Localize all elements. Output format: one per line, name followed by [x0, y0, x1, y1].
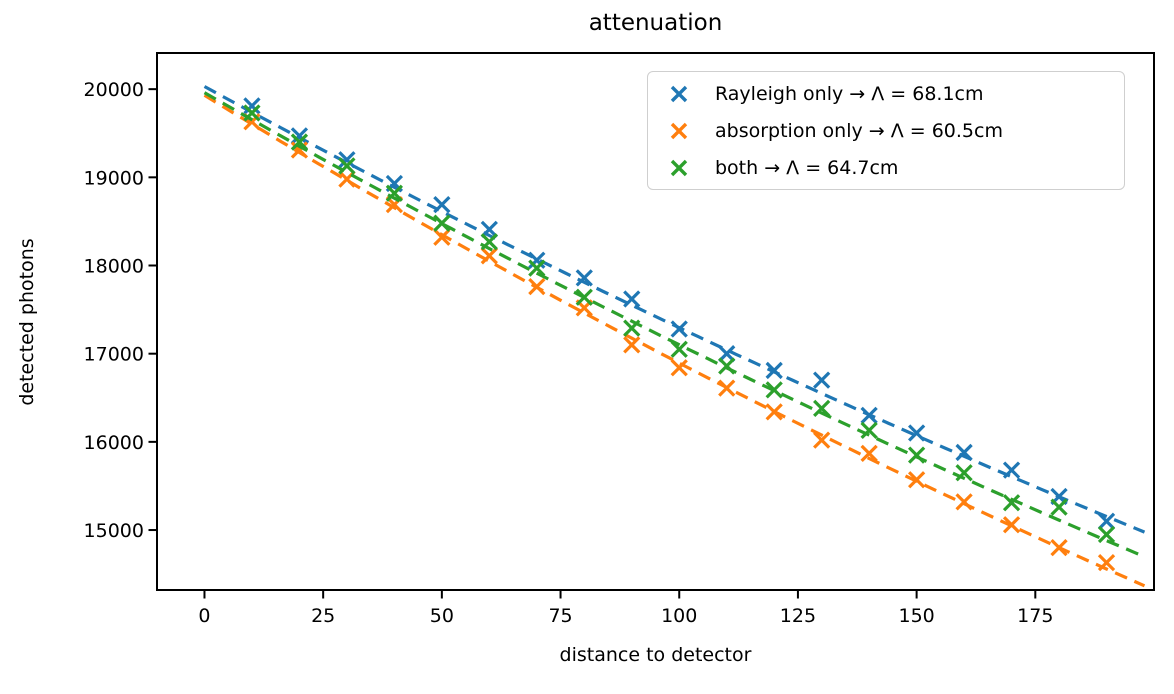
- x-marker-icon: [670, 122, 688, 139]
- legend-item-label: Rayleigh only → Λ = 68.1cm: [715, 82, 984, 105]
- x-axis-label: distance to detector: [559, 644, 752, 666]
- legend: Rayleigh only → Λ = 68.1cm absorption on…: [647, 71, 1125, 190]
- legend-item: both → Λ = 64.7cm: [648, 149, 1124, 186]
- x-tick-label: 100: [661, 605, 697, 627]
- x-tick-label: 25: [311, 605, 335, 627]
- series-2-fit-line: [203, 91, 1146, 559]
- chart-title: attenuation: [588, 10, 723, 36]
- x-tick-label: 0: [198, 605, 210, 627]
- y-tick-label: 19000: [84, 167, 144, 189]
- y-tick-label: 18000: [84, 256, 144, 278]
- y-tick-label: 16000: [84, 432, 144, 454]
- legend-item-label: absorption only → Λ = 60.5cm: [715, 119, 1003, 142]
- x-marker-icon: [670, 159, 688, 176]
- legend-item-label: both → Λ = 64.7cm: [715, 156, 899, 179]
- series-0-markers: [243, 97, 1116, 530]
- x-tick-label: 50: [430, 605, 454, 627]
- x-tick-label: 125: [780, 605, 816, 627]
- x-tick-label: 175: [1017, 605, 1053, 627]
- legend-item: absorption only → Λ = 60.5cm: [648, 112, 1124, 149]
- axes-spines: [156, 52, 1155, 591]
- x-tick-label: 75: [548, 605, 572, 627]
- series-0-fit-line: [203, 85, 1146, 534]
- y-tick-label: 20000: [84, 79, 144, 101]
- y-tick-label: 15000: [84, 520, 144, 542]
- legend-item: Rayleigh only → Λ = 68.1cm: [648, 75, 1124, 112]
- y-tick-label: 17000: [84, 344, 144, 366]
- series-1-fit-line: [203, 93, 1146, 588]
- y-axis-label: detected photons: [16, 238, 38, 406]
- x-marker-icon: [670, 85, 688, 102]
- x-tick-label: 150: [898, 605, 934, 627]
